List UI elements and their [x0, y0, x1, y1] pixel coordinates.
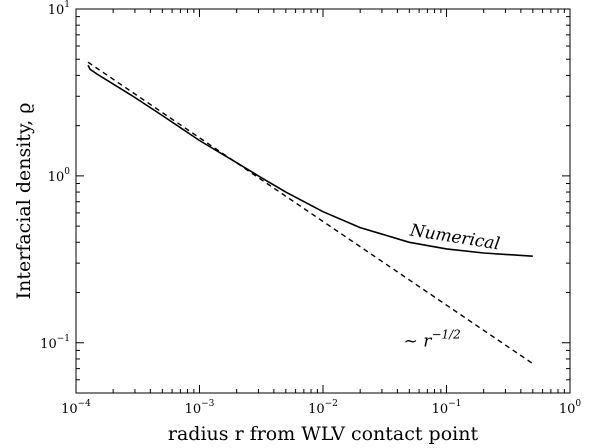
power-law-dashed-line — [87, 61, 534, 365]
x-tick-label: 10−3 — [185, 399, 215, 417]
series-layer — [87, 61, 534, 365]
plot-area-frame — [75, 8, 571, 394]
y-tick-label: 10−1 — [40, 334, 70, 352]
y-tick-label: 100 — [48, 167, 71, 185]
x-tick-label: 10−4 — [61, 399, 91, 417]
y-axis-title: Interfacial density, ϱ — [13, 103, 35, 300]
numerical-solid-line — [87, 64, 533, 257]
x-tick-label: 10−2 — [308, 399, 338, 417]
y-tick-label: 101 — [48, 0, 70, 18]
axis-ticks — [75, 8, 571, 394]
x-tick-label: 100 — [559, 399, 582, 417]
x-axis-title: radius r from WLV contact point — [168, 423, 479, 445]
x-tick-label: 10−1 — [432, 399, 462, 417]
tick-labels-layer: 10−4 10−3 10−2 10−1 100 10−1 100 101 — [40, 0, 581, 417]
power-law-annotation: ~ r−1/2 — [404, 327, 461, 351]
